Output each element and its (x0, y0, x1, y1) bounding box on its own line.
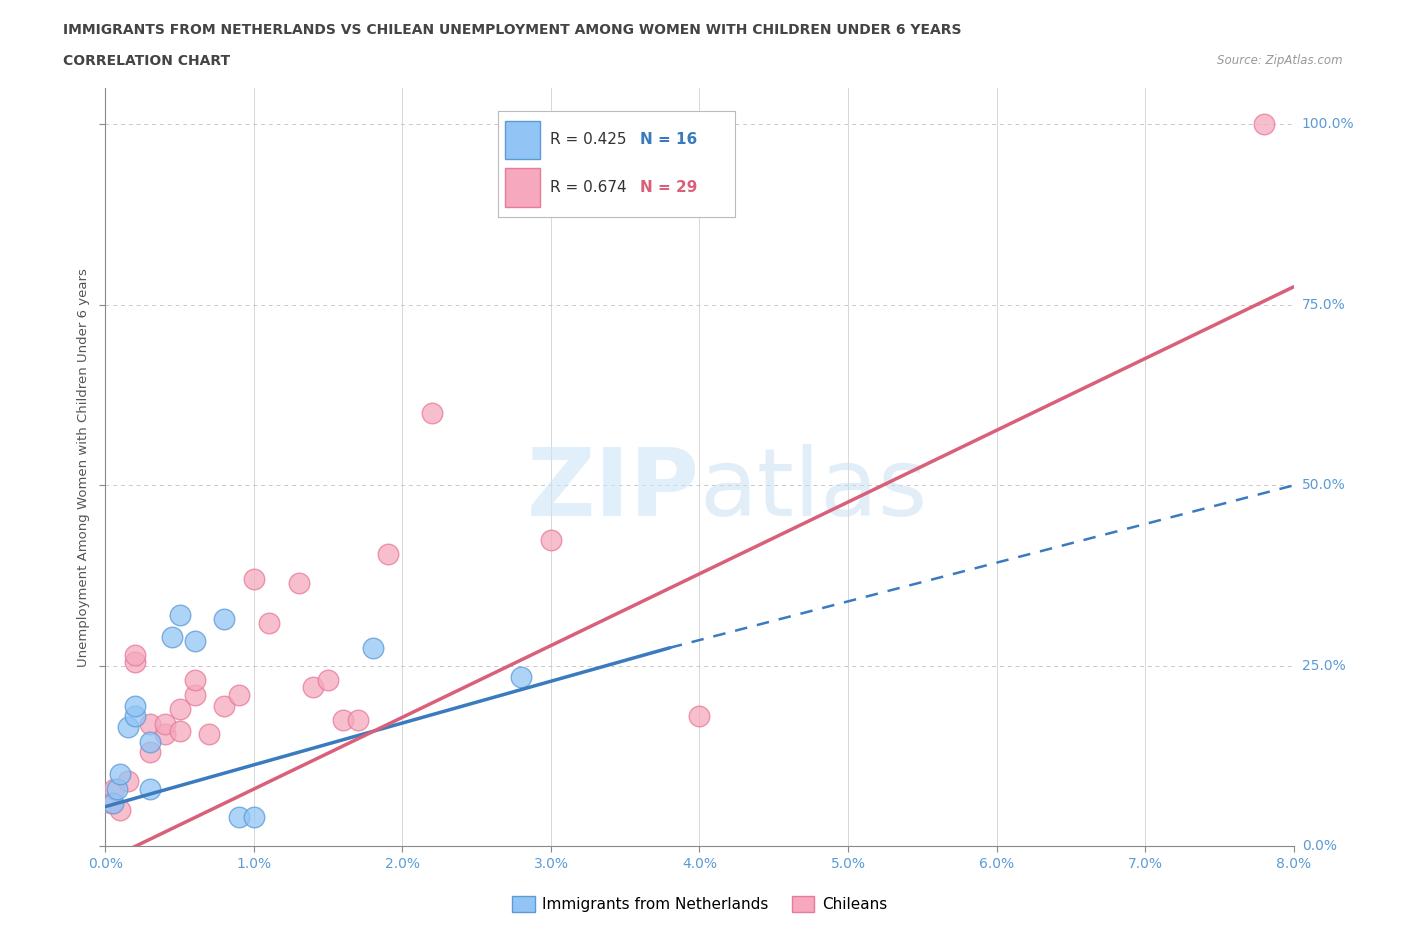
Point (302, 680, 325, 695)
Point (214, 612, 236, 627)
Point (316, 672, 339, 687)
Point (105, 781, 128, 796)
Point (183, 672, 205, 687)
Point (228, 687, 250, 702)
Point (103, 781, 125, 796)
Point (228, 810, 250, 825)
Point (510, 670, 533, 684)
Legend: Immigrants from Netherlands, Chileans: Immigrants from Netherlands, Chileans (506, 890, 893, 918)
Point (214, 698, 236, 713)
FancyBboxPatch shape (505, 168, 540, 206)
Point (1253, 117, 1275, 132)
Text: ZIP: ZIP (527, 444, 700, 536)
Text: 75.0%: 75.0% (1302, 298, 1346, 312)
Point (110, 766, 132, 781)
Point (377, 547, 399, 562)
Text: 100.0%: 100.0% (1302, 117, 1354, 131)
Point (117, 720, 139, 735)
Point (420, 405, 443, 420)
Point (139, 734, 162, 749)
Point (139, 745, 162, 760)
Text: R = 0.674: R = 0.674 (550, 180, 627, 195)
Point (153, 727, 176, 742)
Text: atlas: atlas (700, 444, 928, 536)
Point (117, 774, 139, 789)
Point (361, 641, 384, 656)
Y-axis label: Unemployment Among Women with Children Under 6 years: Unemployment Among Women with Children U… (77, 268, 90, 667)
Point (124, 647, 146, 662)
Point (243, 810, 266, 825)
Point (124, 709, 146, 724)
Point (169, 702, 191, 717)
Point (183, 633, 205, 648)
Point (332, 712, 354, 727)
Text: N = 16: N = 16 (640, 132, 697, 147)
Point (124, 655, 146, 670)
Point (169, 724, 191, 738)
Point (139, 781, 162, 796)
Point (287, 576, 309, 591)
Point (243, 572, 266, 587)
Point (183, 687, 205, 702)
Point (540, 532, 562, 547)
Text: 25.0%: 25.0% (1302, 658, 1346, 672)
Text: 0.0%: 0.0% (1302, 839, 1337, 854)
Point (100, 795, 122, 810)
Point (101, 795, 124, 810)
Point (347, 712, 370, 727)
Point (153, 716, 176, 731)
Point (110, 803, 132, 817)
Text: IMMIGRANTS FROM NETHERLANDS VS CHILEAN UNEMPLOYMENT AMONG WOMEN WITH CHILDREN UN: IMMIGRANTS FROM NETHERLANDS VS CHILEAN U… (63, 23, 962, 37)
Point (198, 727, 221, 742)
Point (162, 630, 184, 644)
Text: Source: ZipAtlas.com: Source: ZipAtlas.com (1218, 54, 1343, 67)
Point (124, 698, 146, 713)
FancyBboxPatch shape (505, 121, 540, 159)
Point (169, 608, 191, 623)
Text: R = 0.425: R = 0.425 (550, 132, 626, 147)
Point (257, 615, 280, 630)
Text: CORRELATION CHART: CORRELATION CHART (63, 54, 231, 68)
Point (689, 709, 711, 724)
Point (139, 716, 162, 731)
Text: N = 29: N = 29 (640, 180, 697, 195)
Text: 50.0%: 50.0% (1302, 478, 1346, 492)
